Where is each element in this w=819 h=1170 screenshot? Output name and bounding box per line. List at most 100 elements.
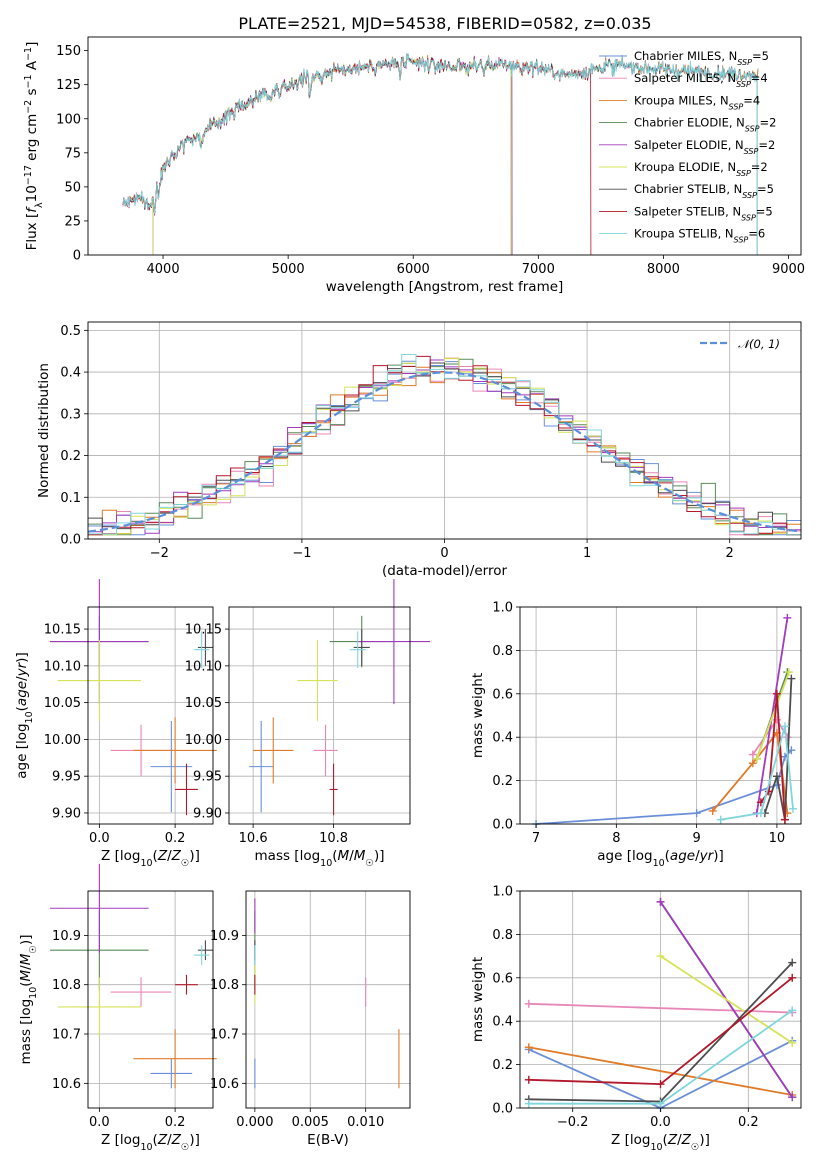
x-axis-label: wavelength [Angstrom, rest frame] [326, 279, 564, 295]
legend-label: Salpeter ELODIE, NSSP=2 [634, 138, 775, 156]
x-tick-label: 0.2 [165, 1115, 186, 1130]
point-marker [788, 804, 797, 813]
point-marker [772, 772, 781, 781]
y-tick-label: 0.8 [492, 644, 513, 659]
point-marker [752, 754, 761, 763]
errorbar-salpeter-elodie [50, 863, 149, 953]
series-kroupa-stelib [524, 1006, 797, 1108]
x-tick-label: 7 [532, 831, 540, 846]
x-axis-label: (data-model)/error [382, 563, 508, 579]
y-tick-label: 9.90 [193, 806, 222, 821]
errorbar-kroupa-elodie [57, 640, 142, 722]
spectrum-line-kroupa-elodie [152, 55, 512, 256]
plot-area [532, 613, 797, 828]
x-tick-label: 10 [769, 831, 786, 846]
y-axis-label: mass weight [470, 673, 486, 758]
errorbar-kroupa-elodie [57, 977, 142, 1037]
y-tick-label: 0.6 [492, 687, 513, 702]
panel-massweight_vs_Z: −0.2 0.0 0.2 0.0 0.2 0.4 0.6 0.8 1.0 Z [log10(Z/Z… [470, 885, 802, 1153]
errorbar-chabrier-miles [150, 1058, 193, 1089]
errorbar-chabrier-stelib [197, 940, 213, 961]
y-tick-label: 25 [64, 214, 81, 229]
y-tick-label: 0.0 [492, 818, 513, 833]
series-line [660, 955, 793, 1044]
series-line [712, 730, 789, 814]
panel-mass_vs_ebv: 0.000 0.005 0.010 10.6 10.7 10.8 10.9 E(B-V) [210, 890, 411, 1148]
y-axis-label: mass [log10(M/M☉)] [18, 935, 39, 1065]
x-tick-label: 0.000 [236, 1115, 273, 1130]
series-kroupa-stelib [716, 722, 797, 824]
x-tick-label: 0.2 [738, 1115, 759, 1130]
x-tick-label: 0 [440, 546, 448, 561]
point-marker [716, 815, 725, 824]
point-marker [656, 952, 665, 961]
y-tick-label: 10.6 [52, 1077, 81, 1092]
errorbar-salpeter-miles [110, 977, 172, 1007]
errorbar-chabrier-miles [150, 721, 193, 813]
y-tick-label: 1.0 [492, 601, 513, 616]
spectrum-line-chabrier-elodie [152, 55, 513, 256]
y-tick-label: 10.6 [210, 1077, 239, 1092]
x-axis-label: Z [log10(Z/Z☉)] [101, 848, 200, 869]
x-tick-label: 0.0 [650, 1115, 671, 1130]
plot-area [122, 52, 759, 256]
point-marker [780, 722, 789, 731]
legend-label: Kroupa STELIB, NSSP=6 [634, 227, 765, 245]
plot-area [50, 579, 217, 816]
y-tick-label: 150 [56, 44, 81, 59]
y-axis-label: Normed distribution [36, 363, 52, 498]
y-tick-label: 0.8 [492, 928, 513, 943]
y-tick-label: 10.00 [185, 733, 222, 748]
point-marker [780, 815, 789, 824]
series-kroupa-elodie [752, 668, 793, 763]
point-marker [656, 1099, 665, 1108]
y-tick-label: 10.05 [185, 696, 222, 711]
plot-area [254, 898, 400, 1089]
y-tick-label: 0.4 [492, 1015, 513, 1030]
point-marker [524, 1043, 533, 1052]
x-tick-label: 7000 [522, 262, 555, 277]
y-tick-label: 0.3 [60, 407, 81, 422]
axes-frame [245, 890, 411, 1109]
y-tick-label: 9.95 [193, 770, 222, 785]
error-bars [50, 579, 217, 816]
errorbar-kroupa-miles [133, 1029, 217, 1089]
point-marker [656, 1080, 665, 1089]
point-marker [784, 668, 793, 677]
point-marker [788, 958, 797, 967]
errorbar-chabrier-stelib [197, 629, 213, 666]
y-tick-label: 10.00 [44, 733, 81, 748]
x-tick-label: 2 [726, 546, 734, 561]
series-line [528, 1002, 793, 1014]
x-axis-label: Z [log10(Z/Z☉)] [101, 1132, 200, 1153]
x-tick-label: 0.005 [292, 1115, 329, 1130]
error-bars [50, 863, 217, 1089]
y-tick-label: 75 [64, 146, 81, 161]
x-axis-label: E(B-V) [307, 1132, 349, 1148]
error-bars [254, 898, 400, 1089]
point-marker [748, 750, 757, 759]
y-tick-label: 0.4 [492, 731, 513, 746]
x-tick-label: 10.8 [319, 831, 348, 846]
y-tick-label: 10.15 [185, 623, 222, 638]
y-tick-label: 0.6 [492, 971, 513, 986]
x-tick-label: 0.0 [89, 831, 110, 846]
x-tick-label: 8000 [647, 262, 680, 277]
gaussian-legend-label: 𝒩(0, 1) [738, 337, 780, 351]
axes-frame [87, 321, 802, 540]
x-axis-label: mass [log10(M/M☉)] [255, 848, 385, 869]
spectrum-line-salpeter-stelib [122, 53, 592, 256]
x-tick-label: 0.2 [165, 831, 186, 846]
x-tick-label: 0.0 [89, 1115, 110, 1130]
legend-label: Kroupa MILES, NSSP=4 [634, 93, 760, 111]
gaussian-curve [87, 371, 802, 533]
x-tick-label: 1 [583, 546, 591, 561]
x-tick-label: 9 [692, 831, 700, 846]
series-salpeter-stelib [524, 973, 797, 1089]
point-marker [783, 613, 792, 622]
errorbar-salpeter-stelib [175, 974, 198, 995]
x-tick-label: −1 [292, 546, 311, 561]
point-marker [756, 809, 765, 818]
y-axis-label: mass weight [470, 957, 486, 1042]
legend-label: Chabrier MILES, NSSP=5 [634, 49, 769, 67]
